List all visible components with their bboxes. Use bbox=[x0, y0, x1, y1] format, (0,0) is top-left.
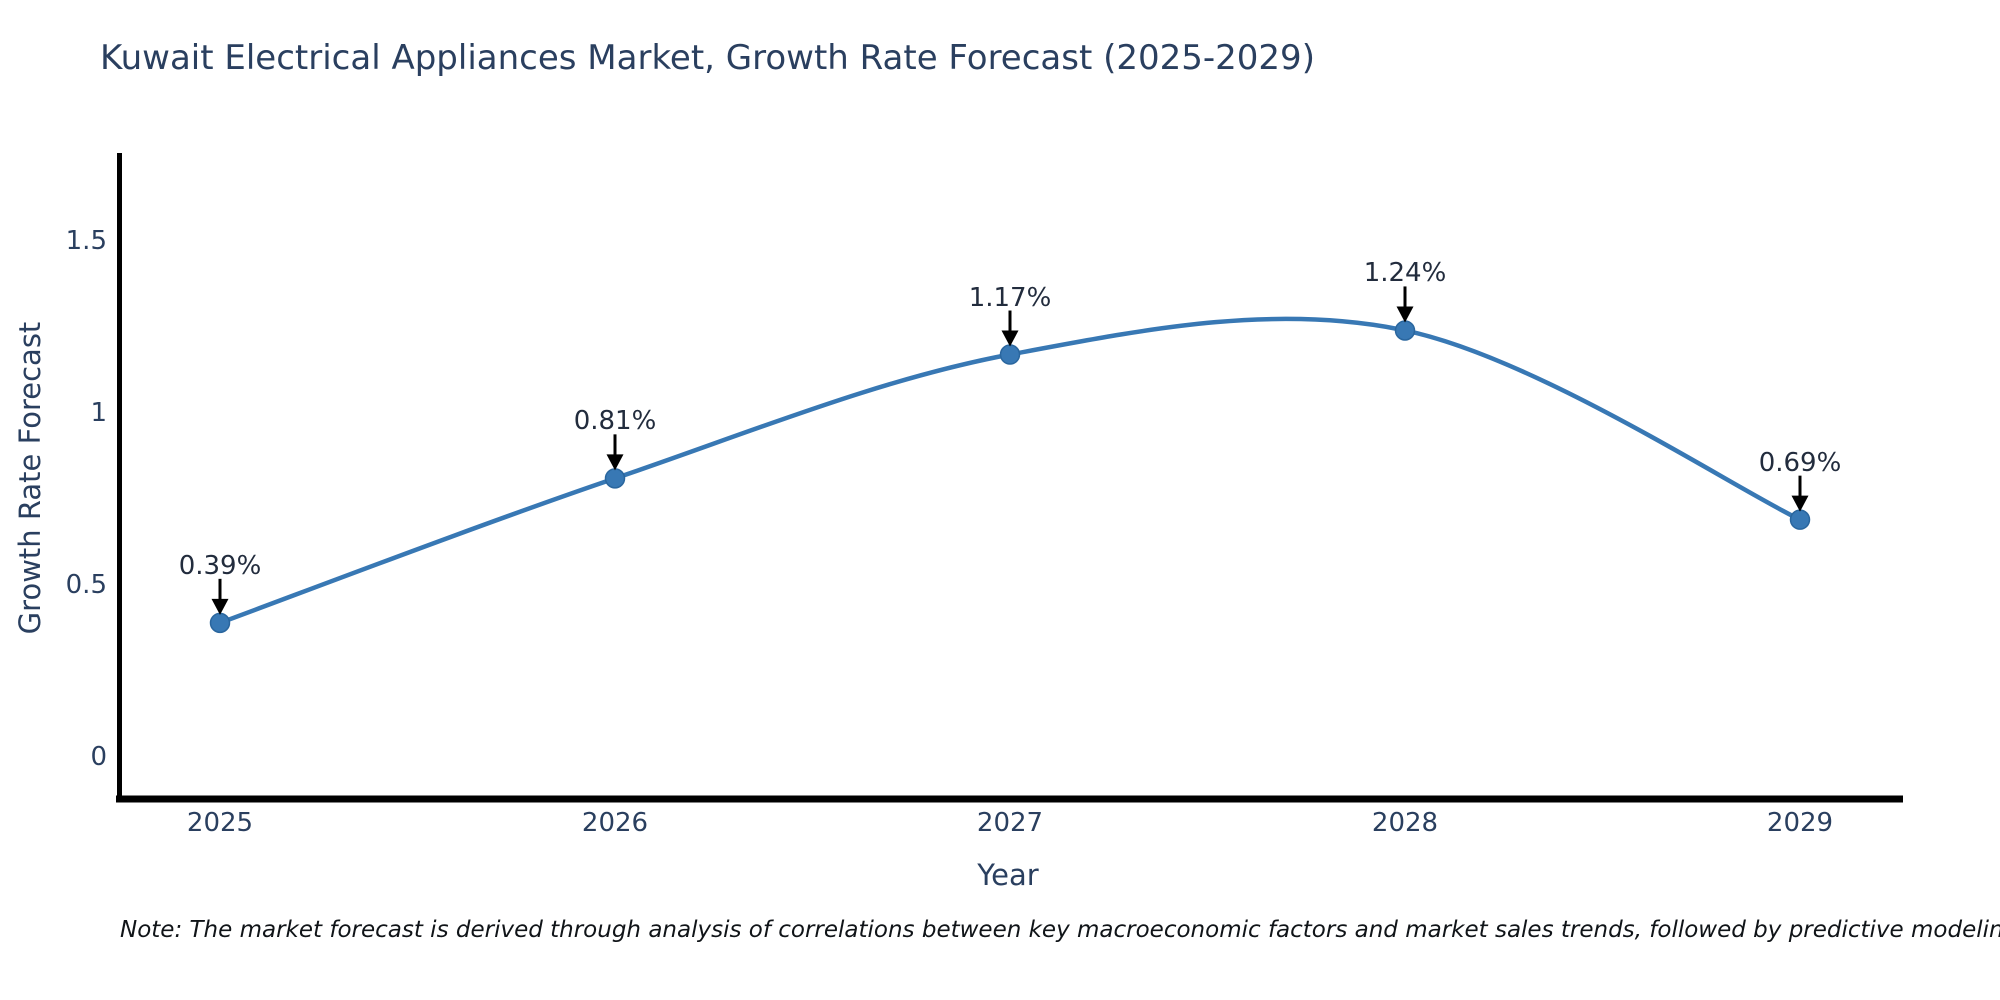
y-tick-label: 1 bbox=[90, 398, 107, 428]
x-tick-label: 2026 bbox=[581, 808, 649, 838]
data-point-marker bbox=[999, 344, 1021, 365]
x-tick-label: 2029 bbox=[1766, 808, 1834, 838]
data-point-marker bbox=[604, 468, 626, 489]
x-tick-label: 2025 bbox=[186, 808, 254, 838]
chart-title: Kuwait Electrical Appliances Market, Gro… bbox=[100, 38, 1315, 78]
x-tick-label: 2027 bbox=[976, 808, 1044, 838]
data-point-marker bbox=[1394, 320, 1416, 341]
annotation-label: 0.39% bbox=[178, 550, 262, 581]
annotation-label: 1.24% bbox=[1363, 258, 1447, 289]
footnote: Note: The market forecast is derived thr… bbox=[120, 917, 2000, 943]
annotation-arrow-head bbox=[1001, 330, 1019, 347]
y-tick-label: 0.5 bbox=[65, 570, 107, 600]
annotation-arrow-head bbox=[1396, 306, 1414, 323]
y-tick-label: 0 bbox=[90, 742, 107, 772]
data-point-marker bbox=[209, 612, 231, 634]
annotation-label: 0.81% bbox=[573, 406, 657, 437]
annotation-arrow-head bbox=[1791, 495, 1809, 512]
x-axis-title: Year bbox=[977, 858, 1039, 892]
annotation-label: 1.17% bbox=[968, 282, 1052, 313]
y-tick-label: 1.5 bbox=[65, 226, 107, 256]
annotation-arrow-head bbox=[211, 598, 229, 615]
data-point-marker bbox=[1789, 509, 1811, 530]
x-tick-label: 2028 bbox=[1371, 808, 1439, 838]
annotation-arrow-head bbox=[606, 454, 624, 471]
annotation-label: 0.69% bbox=[1758, 447, 1842, 478]
